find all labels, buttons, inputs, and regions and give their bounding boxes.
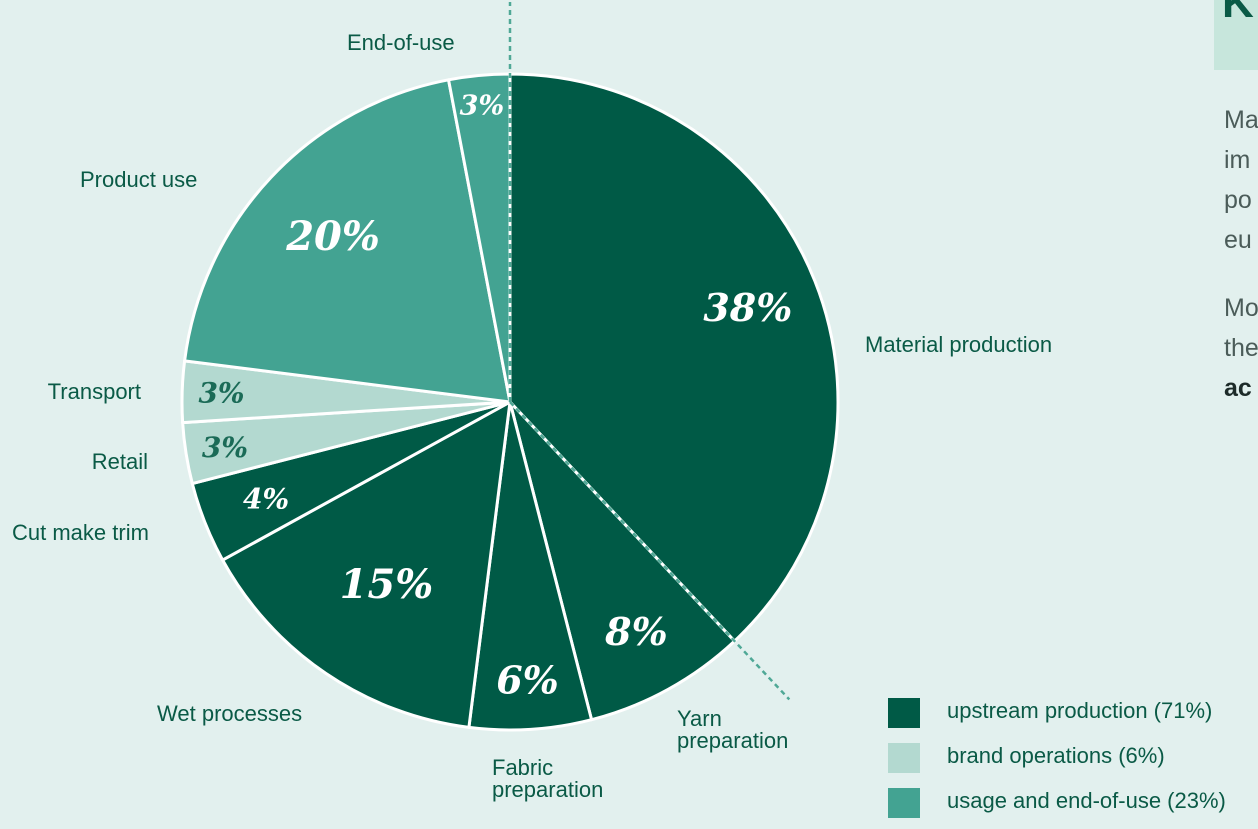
pct-label: 3% xyxy=(460,90,504,121)
side-heading-fragment: K xyxy=(1222,0,1254,27)
pct-label: 6% xyxy=(496,658,559,703)
category-label: End-of-use xyxy=(347,30,455,55)
pct-label: 3% xyxy=(202,431,248,464)
side-text-line: po xyxy=(1224,186,1252,214)
category-label-line: Yarn xyxy=(677,706,722,731)
category-label: Yarn preparation xyxy=(677,706,788,753)
side-text-line: Ma xyxy=(1224,106,1258,134)
category-label: Wet processes xyxy=(157,701,302,726)
pie-slice-product-use xyxy=(183,78,512,404)
pie-slice-material-production xyxy=(508,72,840,643)
side-heading-box xyxy=(1214,0,1258,70)
pie-slice-wet-processes xyxy=(221,400,512,729)
pct-label: 4% xyxy=(243,482,289,515)
category-label: Transport xyxy=(48,379,141,404)
category-label: Material production xyxy=(865,332,1052,357)
legend-swatch-usage xyxy=(888,788,920,818)
category-label: Product use xyxy=(80,167,197,192)
pct-label: 20% xyxy=(285,213,380,260)
category-label: Retail xyxy=(92,449,148,474)
side-text-line: im xyxy=(1224,146,1251,174)
category-label: Cut make trim xyxy=(12,520,149,545)
side-text-line: Mo xyxy=(1224,294,1258,322)
pct-label: 8% xyxy=(604,609,668,654)
pct-label: 3% xyxy=(198,377,244,410)
percentage-labels: 38% 8% 6% 15% 4% 3% 3% 20% 3% xyxy=(198,90,792,702)
category-label-line: preparation xyxy=(677,728,788,753)
category-label-line: preparation xyxy=(492,777,603,802)
side-text-line-bold: ac xyxy=(1224,374,1252,402)
side-text-line: eu xyxy=(1224,226,1252,254)
legend-swatch-upstream xyxy=(888,698,920,728)
pie-slices xyxy=(180,72,840,732)
pie-slice-fabric-preparation xyxy=(467,400,594,732)
pct-label: 15% xyxy=(340,561,434,608)
group-divider-lines xyxy=(508,2,791,701)
legend-swatch-brand xyxy=(888,743,920,773)
category-label-line: Fabric xyxy=(492,755,553,780)
side-text-line: the xyxy=(1224,334,1258,362)
legend-label-brand: brand operations (6%) xyxy=(947,743,1165,768)
pct-label: 38% xyxy=(703,285,792,330)
legend-label-upstream: upstream production (71%) xyxy=(947,698,1213,723)
dashed-divider xyxy=(509,401,791,701)
legend-label-usage: usage and end-of-use (23%) xyxy=(947,788,1226,813)
pie-slice-yarn-preparation xyxy=(508,400,737,722)
category-label: Fabric preparation xyxy=(492,755,603,802)
